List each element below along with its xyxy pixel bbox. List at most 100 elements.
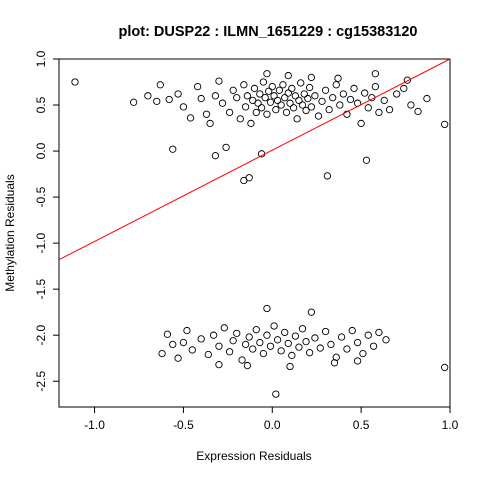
data-point bbox=[293, 115, 301, 123]
data-point bbox=[249, 345, 257, 353]
data-point bbox=[179, 338, 188, 347]
data-point bbox=[375, 108, 383, 117]
data-point bbox=[329, 94, 337, 102]
data-point bbox=[169, 145, 177, 153]
x-tick-label: 1.0 bbox=[442, 418, 459, 432]
data-point bbox=[254, 99, 262, 107]
data-point bbox=[364, 331, 372, 339]
chart-title: plot: DUSP22 : ILMN_1651229 : cg15383120 bbox=[119, 24, 418, 40]
regression-line bbox=[58, 58, 451, 261]
data-point bbox=[334, 74, 342, 82]
data-point bbox=[362, 156, 371, 164]
data-point bbox=[202, 110, 211, 118]
data-point bbox=[295, 343, 303, 351]
data-point bbox=[302, 106, 310, 115]
data-point bbox=[316, 344, 324, 352]
data-point bbox=[273, 96, 282, 105]
data-point bbox=[129, 98, 138, 106]
data-point bbox=[371, 82, 380, 91]
data-point bbox=[305, 349, 314, 357]
x-axis-label: Expression Residuals bbox=[196, 449, 311, 463]
data-point bbox=[197, 94, 205, 103]
data-point bbox=[361, 89, 369, 97]
data-point bbox=[382, 336, 390, 344]
x-tick-label: -0.5 bbox=[173, 418, 194, 432]
data-point bbox=[204, 350, 212, 359]
x-tick-label: 0.0 bbox=[264, 418, 281, 432]
data-point bbox=[263, 304, 271, 313]
data-point bbox=[233, 94, 241, 102]
data-point bbox=[233, 329, 241, 337]
data-point bbox=[403, 76, 411, 84]
data-point bbox=[144, 92, 152, 100]
data-point bbox=[256, 90, 264, 98]
data-point bbox=[371, 70, 380, 78]
data-point bbox=[289, 104, 298, 112]
data-point bbox=[353, 338, 362, 347]
data-point bbox=[270, 92, 278, 100]
data-point bbox=[179, 103, 188, 111]
data-point bbox=[156, 81, 164, 89]
data-point bbox=[243, 361, 252, 370]
data-point bbox=[222, 143, 230, 152]
data-point bbox=[414, 107, 422, 116]
data-point bbox=[241, 340, 250, 349]
data-point bbox=[343, 110, 351, 118]
data-point bbox=[380, 96, 388, 105]
y-axis: -2.5 -2.0 -1.5 -1.0 -0.5 0.0 0.5 1.0 bbox=[34, 50, 59, 392]
data-point bbox=[211, 92, 220, 100]
y-tick-label: -0.5 bbox=[34, 186, 48, 207]
data-point bbox=[350, 84, 358, 93]
data-point bbox=[307, 308, 316, 316]
data-point bbox=[369, 342, 378, 350]
data-point bbox=[288, 84, 296, 93]
data-point bbox=[346, 95, 355, 104]
data-point bbox=[218, 99, 227, 107]
data-point bbox=[263, 110, 271, 118]
x-tick-label: 0.5 bbox=[353, 418, 370, 432]
data-points bbox=[71, 70, 449, 398]
data-point bbox=[197, 335, 205, 343]
data-point bbox=[375, 328, 383, 337]
data-point bbox=[215, 342, 223, 350]
data-point bbox=[273, 336, 282, 344]
data-point bbox=[245, 333, 253, 341]
data-point bbox=[186, 114, 195, 122]
data-point bbox=[332, 81, 340, 89]
data-point bbox=[272, 105, 280, 114]
data-point bbox=[407, 101, 415, 109]
data-point bbox=[259, 78, 268, 86]
data-point bbox=[209, 331, 218, 339]
data-point bbox=[323, 172, 332, 180]
data-point bbox=[385, 105, 394, 114]
data-point bbox=[215, 77, 223, 85]
data-point bbox=[245, 174, 253, 182]
data-point bbox=[277, 347, 285, 355]
data-point bbox=[71, 78, 79, 86]
y-tick-label: -1.0 bbox=[34, 232, 48, 253]
data-point bbox=[243, 92, 252, 100]
data-point bbox=[307, 73, 316, 82]
y-tick-label: -2.5 bbox=[34, 371, 48, 392]
data-point bbox=[318, 97, 326, 105]
data-point bbox=[284, 339, 292, 348]
data-point bbox=[441, 120, 449, 129]
data-point bbox=[238, 356, 246, 364]
data-point bbox=[266, 342, 275, 350]
y-tick-label: 0.0 bbox=[34, 142, 48, 159]
data-point bbox=[300, 90, 308, 98]
data-point bbox=[250, 84, 259, 93]
data-point bbox=[343, 345, 351, 353]
data-point bbox=[311, 92, 319, 100]
data-point bbox=[272, 390, 280, 398]
y-tick-label: 1.0 bbox=[34, 50, 48, 67]
data-point bbox=[423, 94, 431, 103]
data-point bbox=[279, 81, 287, 89]
data-point bbox=[275, 86, 284, 94]
data-point bbox=[163, 330, 172, 338]
data-point bbox=[240, 81, 248, 89]
data-point bbox=[270, 322, 278, 330]
plot-frame bbox=[58, 58, 451, 408]
data-point bbox=[282, 108, 291, 117]
